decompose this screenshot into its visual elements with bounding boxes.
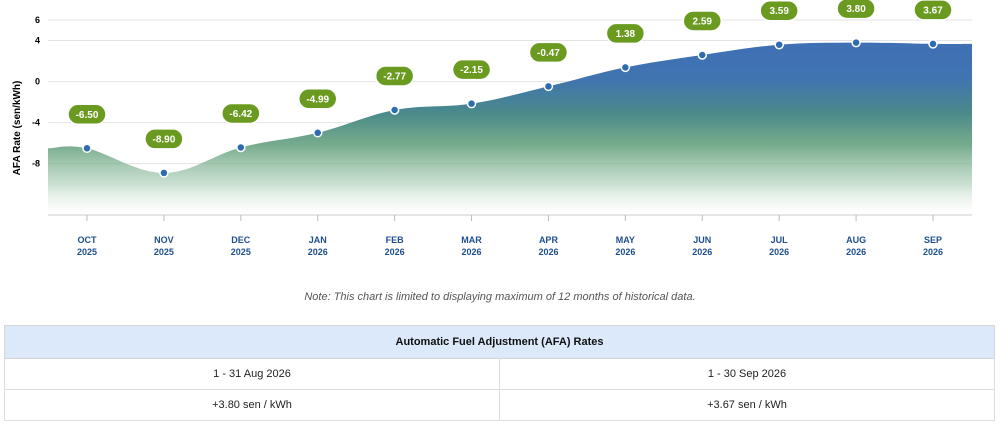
x-tick-label-year: 2026 bbox=[692, 247, 712, 257]
data-label-bubble bbox=[374, 65, 415, 87]
data-label: 2.59 bbox=[682, 10, 723, 32]
table-row: 1 - 31 Aug 2026 1 - 30 Sep 2026 bbox=[4, 358, 995, 390]
x-tick-label-year: 2026 bbox=[923, 247, 943, 257]
data-point bbox=[774, 39, 784, 50]
afa-rates-table: Automatic Fuel Adjustment (AFA) Rates 1 … bbox=[4, 325, 995, 421]
data-label-bubble bbox=[682, 10, 723, 32]
x-tick-label-year: 2026 bbox=[846, 247, 866, 257]
data-label-bubble bbox=[836, 0, 876, 20]
x-tick-label-month: APR bbox=[539, 235, 559, 245]
x-tick-label-year: 2026 bbox=[615, 247, 635, 257]
data-point bbox=[466, 98, 477, 109]
x-tick-label-month: OCT bbox=[78, 235, 98, 245]
data-label: -2.15 bbox=[451, 58, 492, 81]
data-labels: -6.50 -8.90 -6.42 -4.99 -2.77 -2.15 -0.47 1.38 2… bbox=[67, 0, 953, 150]
x-tick-label-month: JUN bbox=[693, 235, 711, 245]
x-tick-label-year: 2026 bbox=[769, 247, 789, 257]
series-area bbox=[48, 42, 972, 215]
rate-cell-aug: +3.80 sen / kWh bbox=[4, 389, 500, 421]
x-tick-label-month: JAN bbox=[309, 235, 327, 245]
data-label-text: -4.99 bbox=[306, 94, 329, 105]
data-label-text: 1.38 bbox=[616, 29, 636, 40]
data-label-text: -6.50 bbox=[76, 110, 99, 121]
data-point bbox=[159, 168, 169, 178]
data-label: -0.47 bbox=[528, 41, 569, 64]
data-label-text: -6.42 bbox=[229, 109, 252, 120]
y-tick-label: 0 bbox=[35, 77, 40, 87]
table-header-row: Automatic Fuel Adjustment (AFA) Rates bbox=[4, 325, 995, 359]
data-label-bubble bbox=[67, 103, 107, 126]
data-label-text: -0.47 bbox=[537, 48, 560, 59]
data-label-text: -2.15 bbox=[460, 65, 483, 76]
y-tick-label: 4 bbox=[35, 36, 40, 46]
data-label: -2.77 bbox=[374, 65, 415, 87]
table-row: +3.80 sen / kWh +3.67 sen / kWh bbox=[4, 389, 995, 421]
data-label: -6.50 bbox=[67, 103, 107, 126]
data-point bbox=[697, 50, 708, 60]
data-label-bubble bbox=[221, 102, 261, 125]
data-label-bubble bbox=[144, 128, 184, 150]
data-label-bubble bbox=[759, 0, 799, 22]
data-label-text: 2.59 bbox=[693, 16, 713, 27]
x-tick-label-year: 2025 bbox=[154, 247, 174, 257]
x-tick-label-year: 2026 bbox=[385, 247, 405, 257]
y-axis-label: AFA Rate (sen/kWh) bbox=[12, 81, 23, 176]
data-label-text: 3.59 bbox=[769, 6, 789, 17]
x-tick-label-year: 2026 bbox=[538, 247, 558, 257]
y-tick-label: -8 bbox=[32, 159, 40, 169]
x-tick-label-month: MAR bbox=[461, 235, 482, 245]
data-label-text: -8.90 bbox=[153, 134, 176, 145]
data-label: -6.42 bbox=[221, 102, 261, 125]
rate-cell-sep: +3.67 sen / kWh bbox=[499, 389, 995, 421]
data-label: 3.67 bbox=[913, 0, 953, 21]
table-title: Automatic Fuel Adjustment (AFA) Rates bbox=[4, 325, 995, 359]
x-tick-label-month: SEP bbox=[924, 235, 942, 245]
data-point bbox=[236, 142, 246, 153]
data-label: 3.80 bbox=[836, 0, 876, 20]
x-tick-label-month: AUG bbox=[846, 235, 866, 245]
chart-note: Note: This chart is limited to displayin… bbox=[304, 291, 696, 303]
y-tick-label: 6 bbox=[35, 15, 40, 25]
data-point bbox=[620, 62, 631, 73]
data-label-bubble bbox=[913, 0, 953, 21]
data-label: 1.38 bbox=[605, 22, 646, 45]
area-layer bbox=[48, 42, 972, 215]
y-tick-label: -4 bbox=[32, 118, 40, 128]
data-point bbox=[543, 81, 554, 92]
data-label-bubble bbox=[605, 22, 646, 45]
data-point bbox=[312, 128, 323, 138]
x-tick-label-month: MAY bbox=[616, 235, 635, 245]
data-label-bubble bbox=[297, 88, 338, 110]
data-label-bubble bbox=[528, 41, 569, 64]
data-label: -8.90 bbox=[144, 128, 184, 150]
x-tick-label-year: 2026 bbox=[308, 247, 328, 257]
data-label: -4.99 bbox=[297, 88, 338, 110]
x-tick-label-year: 2026 bbox=[462, 247, 482, 257]
data-point bbox=[389, 105, 400, 115]
x-tick-label-month: JUL bbox=[771, 235, 789, 245]
data-label-text: -2.77 bbox=[383, 72, 406, 83]
data-label-text: 3.80 bbox=[846, 4, 866, 15]
period-cell-sep: 1 - 30 Sep 2026 bbox=[499, 358, 995, 390]
x-tick-label-month: DEC bbox=[231, 235, 251, 245]
data-point bbox=[82, 143, 92, 154]
x-tick-label-month: FEB bbox=[386, 235, 405, 245]
x-tick-label-year: 2025 bbox=[77, 247, 97, 257]
period-cell-aug: 1 - 31 Aug 2026 bbox=[4, 358, 500, 390]
data-label: 3.59 bbox=[759, 0, 799, 22]
x-tick-label-month: NOV bbox=[154, 235, 174, 245]
data-label-text: 3.67 bbox=[923, 5, 943, 16]
afa-rate-chart: 6 4 0 -4 -8 AFA Rate (sen/kWh) OCT 2025 NOV 2025 D… bbox=[12, 0, 972, 257]
markers bbox=[82, 37, 938, 178]
x-tick-label-year: 2025 bbox=[231, 247, 251, 257]
data-point bbox=[928, 39, 938, 49]
data-label-bubble bbox=[451, 58, 492, 81]
axes: 6 4 0 -4 -8 AFA Rate (sen/kWh) OCT 2025 NOV 2025 D… bbox=[12, 15, 972, 257]
data-point bbox=[851, 37, 861, 48]
